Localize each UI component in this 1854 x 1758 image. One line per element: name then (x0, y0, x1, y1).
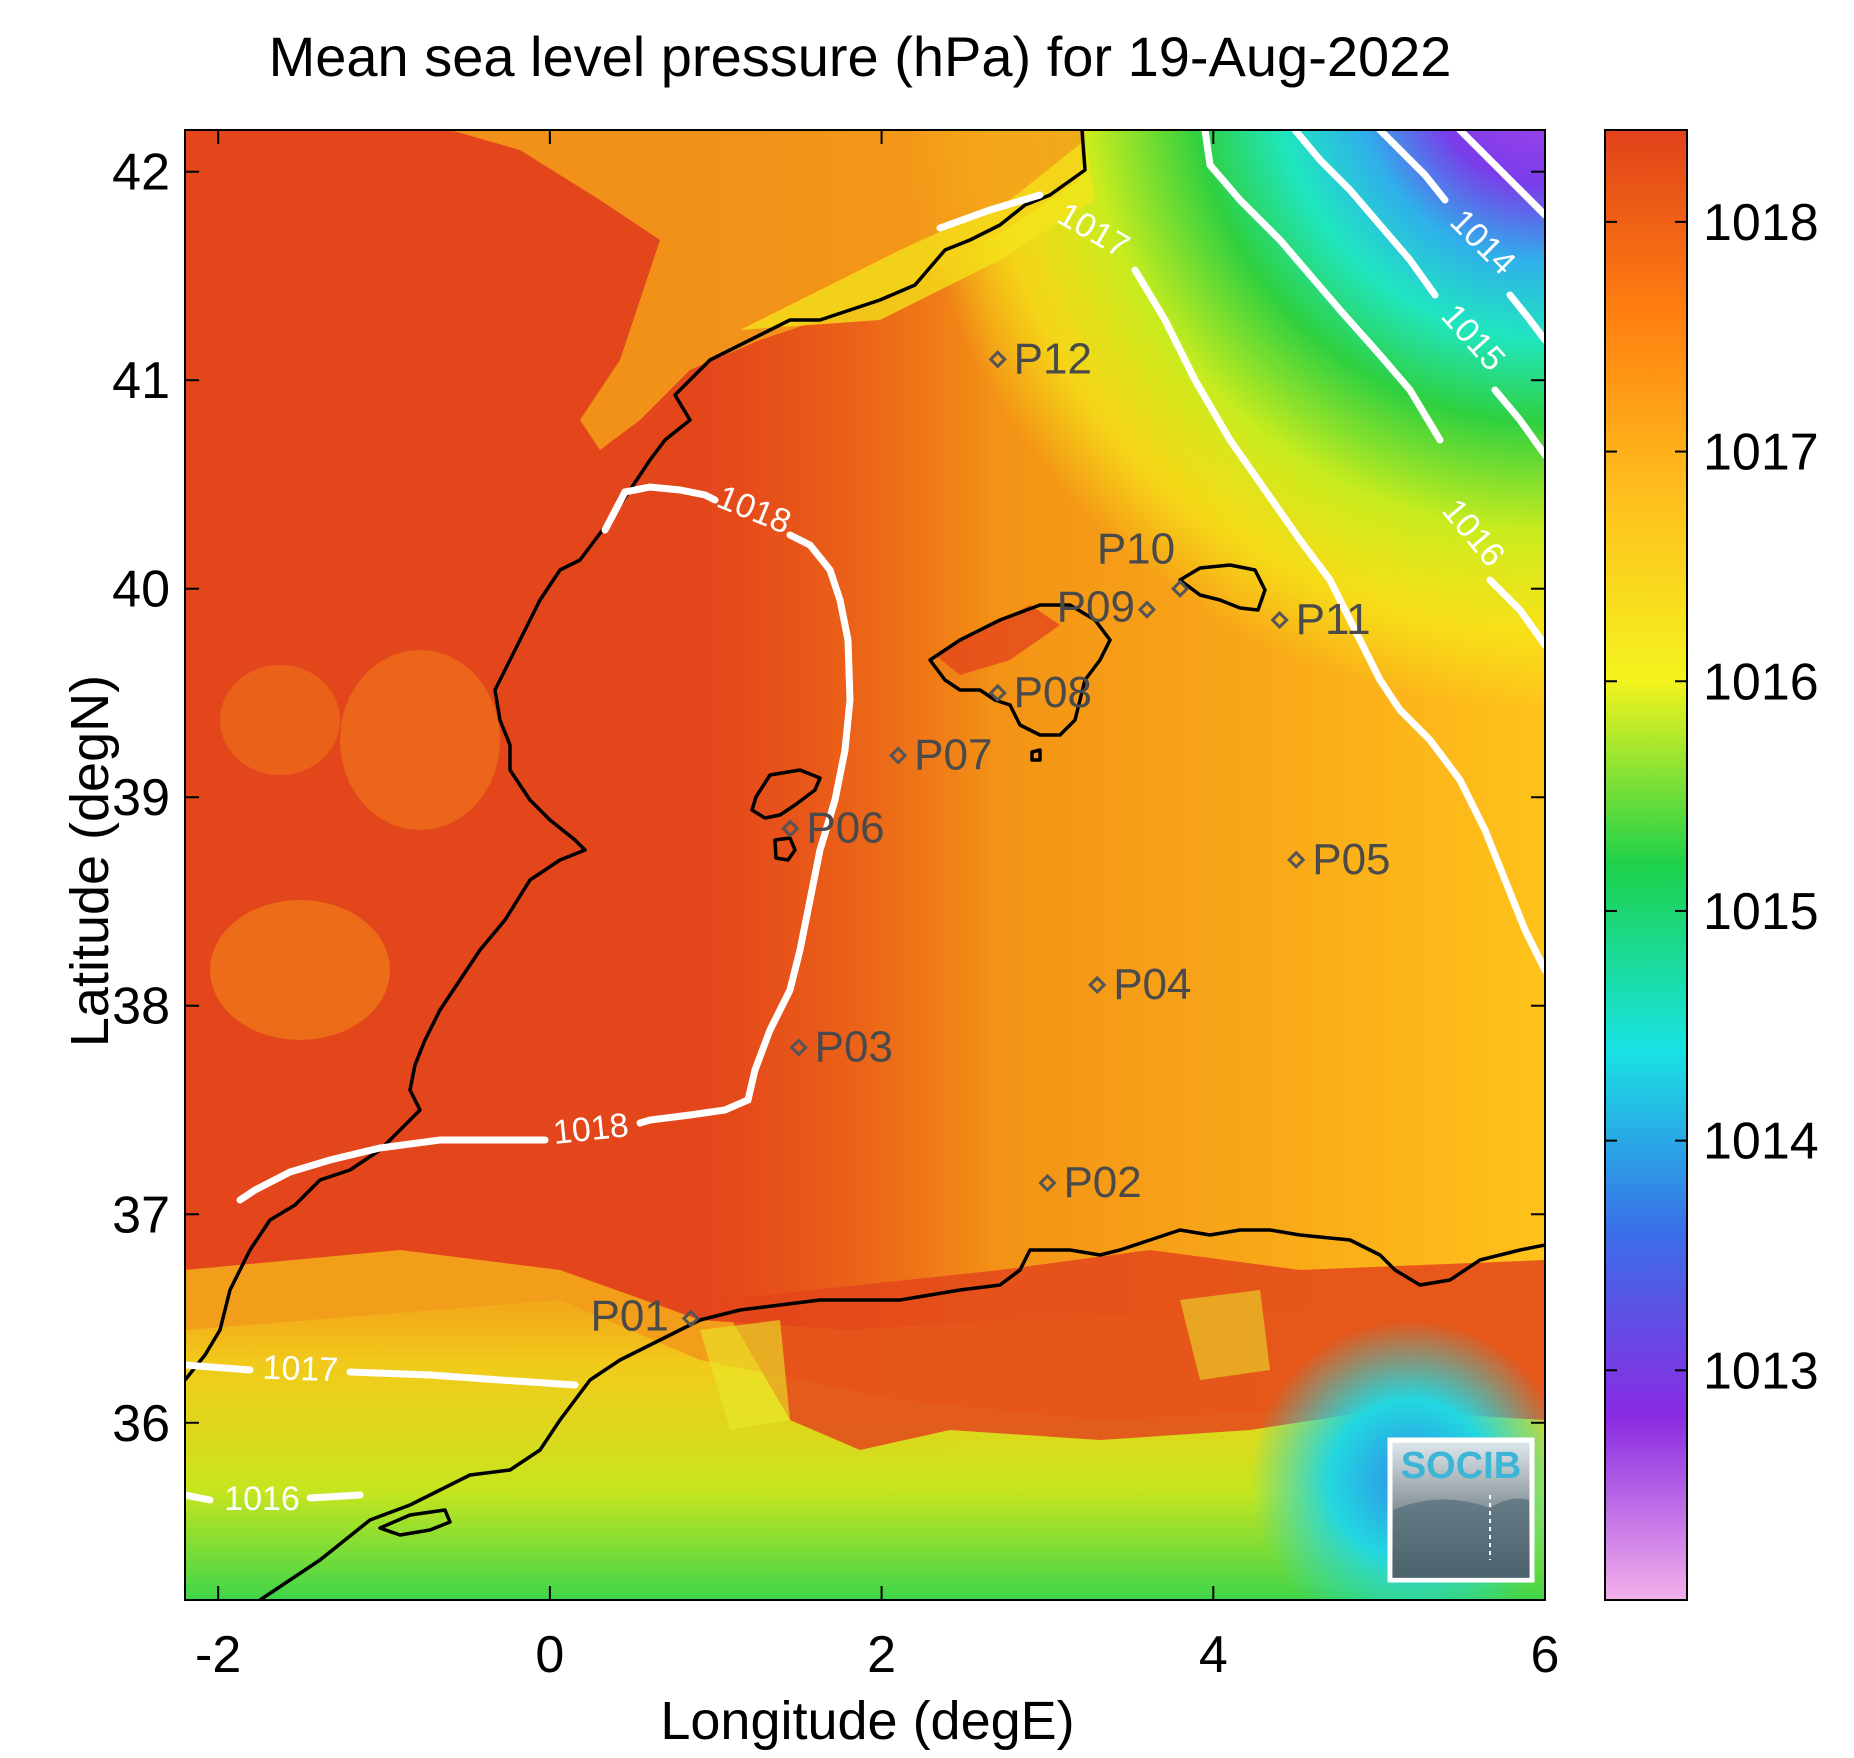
isobar-1017-north (936, 191, 1545, 974)
y-tick-label: 38 (112, 978, 170, 1036)
coastlines (185, 130, 1545, 1600)
station-label: P07 (914, 731, 992, 780)
isobar-label-1017: 1017 (262, 1349, 339, 1390)
station-marker-icon (789, 1038, 808, 1057)
y-axis-ticks: 36 37 38 39 40 41 42 (112, 144, 1545, 1453)
station-p11: P11 (1270, 595, 1371, 644)
station-marker-icon (681, 1309, 700, 1328)
chart-title: Mean sea level pressure (hPa) for 19-Aug… (268, 25, 1452, 88)
station-marker-icon (889, 746, 908, 765)
y-tick-label: 39 (112, 769, 170, 827)
colorbar-tick-label: 1016 (1703, 653, 1819, 711)
station-label: P06 (806, 804, 884, 853)
x-tick-label: 4 (1199, 1626, 1228, 1684)
isobar-1016-south (185, 1491, 364, 1504)
colorbar-tick-label: 1014 (1703, 1113, 1819, 1171)
station-p03: P03 (789, 1022, 893, 1071)
colorbar-tick-label: 1017 (1703, 424, 1819, 482)
colorbar: 1013 1014 1015 1016 1017 1018 (1604, 129, 1819, 1601)
colorbar-tick-label: 1015 (1703, 883, 1819, 941)
station-label: P09 (1057, 583, 1135, 632)
y-tick-label: 42 (112, 144, 170, 202)
station-p12: P12 (988, 334, 1092, 383)
station-p02: P02 (1038, 1158, 1142, 1207)
x-axis-label: Longitude (degE) (660, 1691, 1075, 1751)
station-label: P04 (1113, 960, 1191, 1009)
station-p09: P09 (1057, 583, 1157, 632)
x-tick-label: -2 (195, 1626, 241, 1684)
x-axis-ticks: -2 0 2 4 6 (195, 130, 1559, 1684)
socib-logo-text: SOCIB (1401, 1445, 1521, 1487)
socib-logo: SOCIB (1387, 1437, 1535, 1583)
station-markers: P01 P02 P03 P04 P05 P06 P07 P08 P09 P10 P11 P12 (591, 334, 1391, 1340)
isobar-1014 (1376, 130, 1545, 344)
station-marker-icon (988, 350, 1007, 369)
y-tick-label: 36 (112, 1395, 170, 1453)
africa-low-spot (185, 130, 1545, 1600)
station-marker-icon (1088, 975, 1107, 995)
station-marker-icon (1170, 579, 1190, 598)
coastline-mallorca (928, 603, 1112, 737)
isobar-1015 (1291, 130, 1545, 459)
station-label: P02 (1063, 1158, 1141, 1207)
station-label: P11 (1296, 595, 1371, 644)
station-marker-icon (1270, 610, 1289, 630)
coastline-menorca (1178, 563, 1267, 612)
isobar-label-1018: 1018 (551, 1106, 630, 1152)
coastline-iberia (185, 130, 1087, 1382)
isobar-label-1016: 1016 (224, 1480, 300, 1518)
station-p05: P05 (1287, 835, 1391, 884)
isobars (185, 130, 1545, 1504)
plot-frame (184, 129, 1546, 1601)
y-axis-label: Latitude (degN) (60, 674, 120, 1048)
coastline-africa (259, 1228, 1545, 1600)
station-marker-icon (1287, 850, 1306, 869)
y-tick-label: 41 (112, 352, 170, 410)
isobar-1018 (236, 483, 854, 1204)
coastline-alboran (378, 1508, 452, 1537)
station-marker-icon (1137, 600, 1157, 619)
coastline-cabrera (1030, 748, 1042, 762)
isobar-1016-north (1201, 130, 1545, 649)
coastline-ibiza (750, 768, 822, 820)
mallorca-shading (935, 605, 1060, 675)
y-tick-label: 40 (112, 561, 170, 619)
colorbar-tick-label: 1018 (1703, 194, 1819, 252)
isobar-1013 (1456, 130, 1545, 219)
station-p04: P04 (1088, 960, 1191, 1009)
coastline-formentera (773, 836, 797, 862)
station-marker-icon (988, 683, 1007, 703)
station-label: P01 (591, 1292, 669, 1341)
colorbar-tick-label: 1013 (1703, 1342, 1819, 1400)
station-label: P12 (1014, 334, 1092, 383)
station-p01: P01 (591, 1292, 700, 1341)
x-tick-label: 0 (535, 1626, 564, 1684)
station-p07: P07 (889, 731, 992, 780)
station-marker-icon (781, 819, 800, 838)
station-marker-icon (1038, 1173, 1057, 1193)
station-label: P05 (1312, 835, 1390, 884)
colorbar-ticks: 1013 1014 1015 1016 1017 1018 (1605, 194, 1819, 1400)
colorbar-gradient (1604, 129, 1688, 1601)
y-tick-label: 37 (112, 1186, 170, 1244)
station-label: P03 (815, 1022, 893, 1071)
station-label: P10 (1097, 525, 1175, 574)
station-p10: P10 (1097, 525, 1190, 598)
isobar-1017-south (185, 1361, 579, 1389)
x-tick-label: 6 (1531, 1626, 1560, 1684)
station-p08: P08 (988, 668, 1092, 717)
station-label: P08 (1014, 668, 1092, 717)
station-p06: P06 (781, 804, 885, 853)
x-tick-label: 2 (867, 1626, 896, 1684)
